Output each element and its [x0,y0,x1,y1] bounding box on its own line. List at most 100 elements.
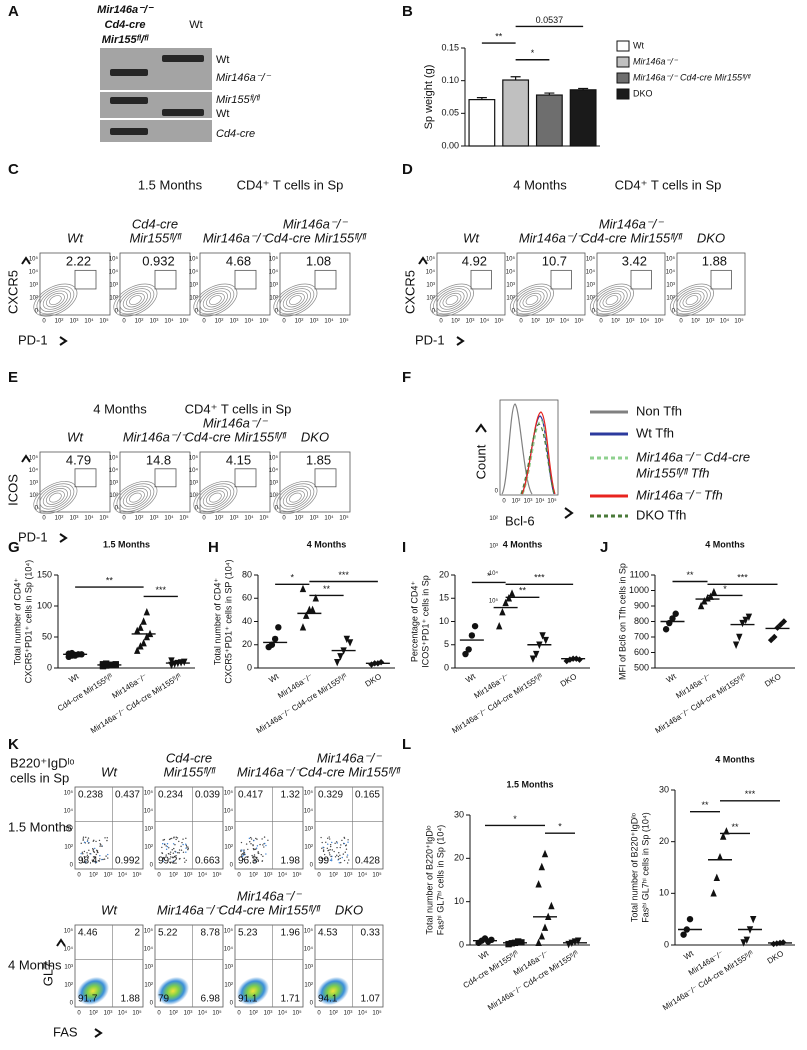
x-tick-label: 10⁵ [339,318,349,325]
contour [279,485,312,510]
gel-header: Cd4-cre [105,19,146,31]
quadrant-value: 1.32 [281,790,301,801]
y-tick-label: 10³ [109,481,118,487]
event [180,845,182,848]
event [348,859,350,861]
point [471,622,479,630]
event [169,851,172,853]
event [187,848,189,851]
event [183,857,185,860]
y-tick-label: 10⁴ [29,467,39,474]
event [341,856,343,859]
contour [42,488,68,508]
y-tick-label: 0 [195,309,199,315]
event [86,852,88,854]
x-tick-label: 0 [317,873,321,879]
contour [682,292,702,308]
x-tick-label: 10⁵ [99,515,109,522]
event [328,849,330,852]
x-tick-label: 10³ [344,1011,353,1017]
point [720,832,727,840]
y-tick-label: 10⁴ [224,808,234,815]
event [107,853,109,856]
event [175,836,177,838]
y-tick-label: 0 [310,1001,314,1007]
contour [602,292,622,308]
gate-value: 3.42 [622,254,647,269]
x-tick-label: 0 [202,319,206,325]
quadrant-value: 0.33 [361,928,381,939]
x-tick-label: 10³ [344,873,353,879]
contour [202,290,228,310]
event [346,854,349,856]
y-tick-label: 800 [634,616,649,626]
event [86,854,89,857]
event [257,851,259,853]
y-tick-label: 10² [189,296,198,302]
y-tick-label: 20 [454,853,464,863]
contour [276,483,315,512]
contour [442,292,462,308]
event [169,856,172,858]
event [174,850,176,853]
point [71,652,79,659]
panel-letter: J [600,539,608,556]
event [171,861,173,863]
x-tick-label: 10⁵ [212,872,222,879]
contour [125,490,145,505]
quadrant-value: 0.428 [355,856,380,867]
event [252,860,255,862]
event [165,854,167,856]
x-axis-label: PD-1 [415,332,445,347]
y-tick-label: 0 [247,662,252,672]
y-tick-label: 10² [224,845,233,851]
quadrant-value: 0.329 [318,790,343,801]
quadrant-value: 99.2 [158,856,178,867]
x-tick-label: 10³ [184,1011,193,1017]
x-tick-label: 10⁵ [372,872,382,879]
density [236,976,270,1006]
y-tick-label: 10⁵ [426,256,436,263]
event [339,854,341,857]
y-tick-label: 0 [275,506,279,512]
event [86,839,89,841]
event [336,846,338,849]
event [322,849,325,851]
y-tick-label: 10³ [304,965,313,971]
y-tick-label: 10³ [489,544,498,550]
event [95,840,97,843]
y-tick-label: 10⁴ [224,946,234,953]
event [325,841,327,844]
x-tick-label: 10² [215,516,224,522]
significance-label: * [558,822,562,832]
quadrant-value: 0.992 [115,856,140,867]
event [256,856,258,859]
x-tick-label: 0 [122,516,126,522]
quadrant-value: 0.417 [238,790,263,801]
x-tick-label: Wt [267,671,281,684]
point [669,615,676,622]
y-tick-label: 10⁴ [29,269,39,276]
y-tick-label: 10⁵ [269,256,279,263]
x-tick-label: 10³ [626,319,635,325]
x-tick-label: 10⁵ [339,515,349,522]
y-tick-label: 10² [586,296,595,302]
x-tick-label: 10⁵ [494,318,504,325]
contour [119,288,152,312]
event [185,844,188,847]
event [241,849,243,851]
panel-title: CD4⁺ T cells in Sp [237,177,344,192]
legend-label: Mir146a⁻/⁻ Tfh [636,487,723,502]
x-tick-label: 0 [679,319,683,325]
density [156,976,190,1006]
event [182,843,184,846]
event [243,853,245,856]
event [249,841,251,843]
event [330,858,333,860]
event [329,845,332,848]
y-tick-label: 20 [659,836,669,846]
x-tick-label: 0 [282,319,286,325]
y-tick-label: 10⁴ [269,467,279,474]
point [529,655,537,663]
y-tick-label: 10⁴ [304,808,314,815]
